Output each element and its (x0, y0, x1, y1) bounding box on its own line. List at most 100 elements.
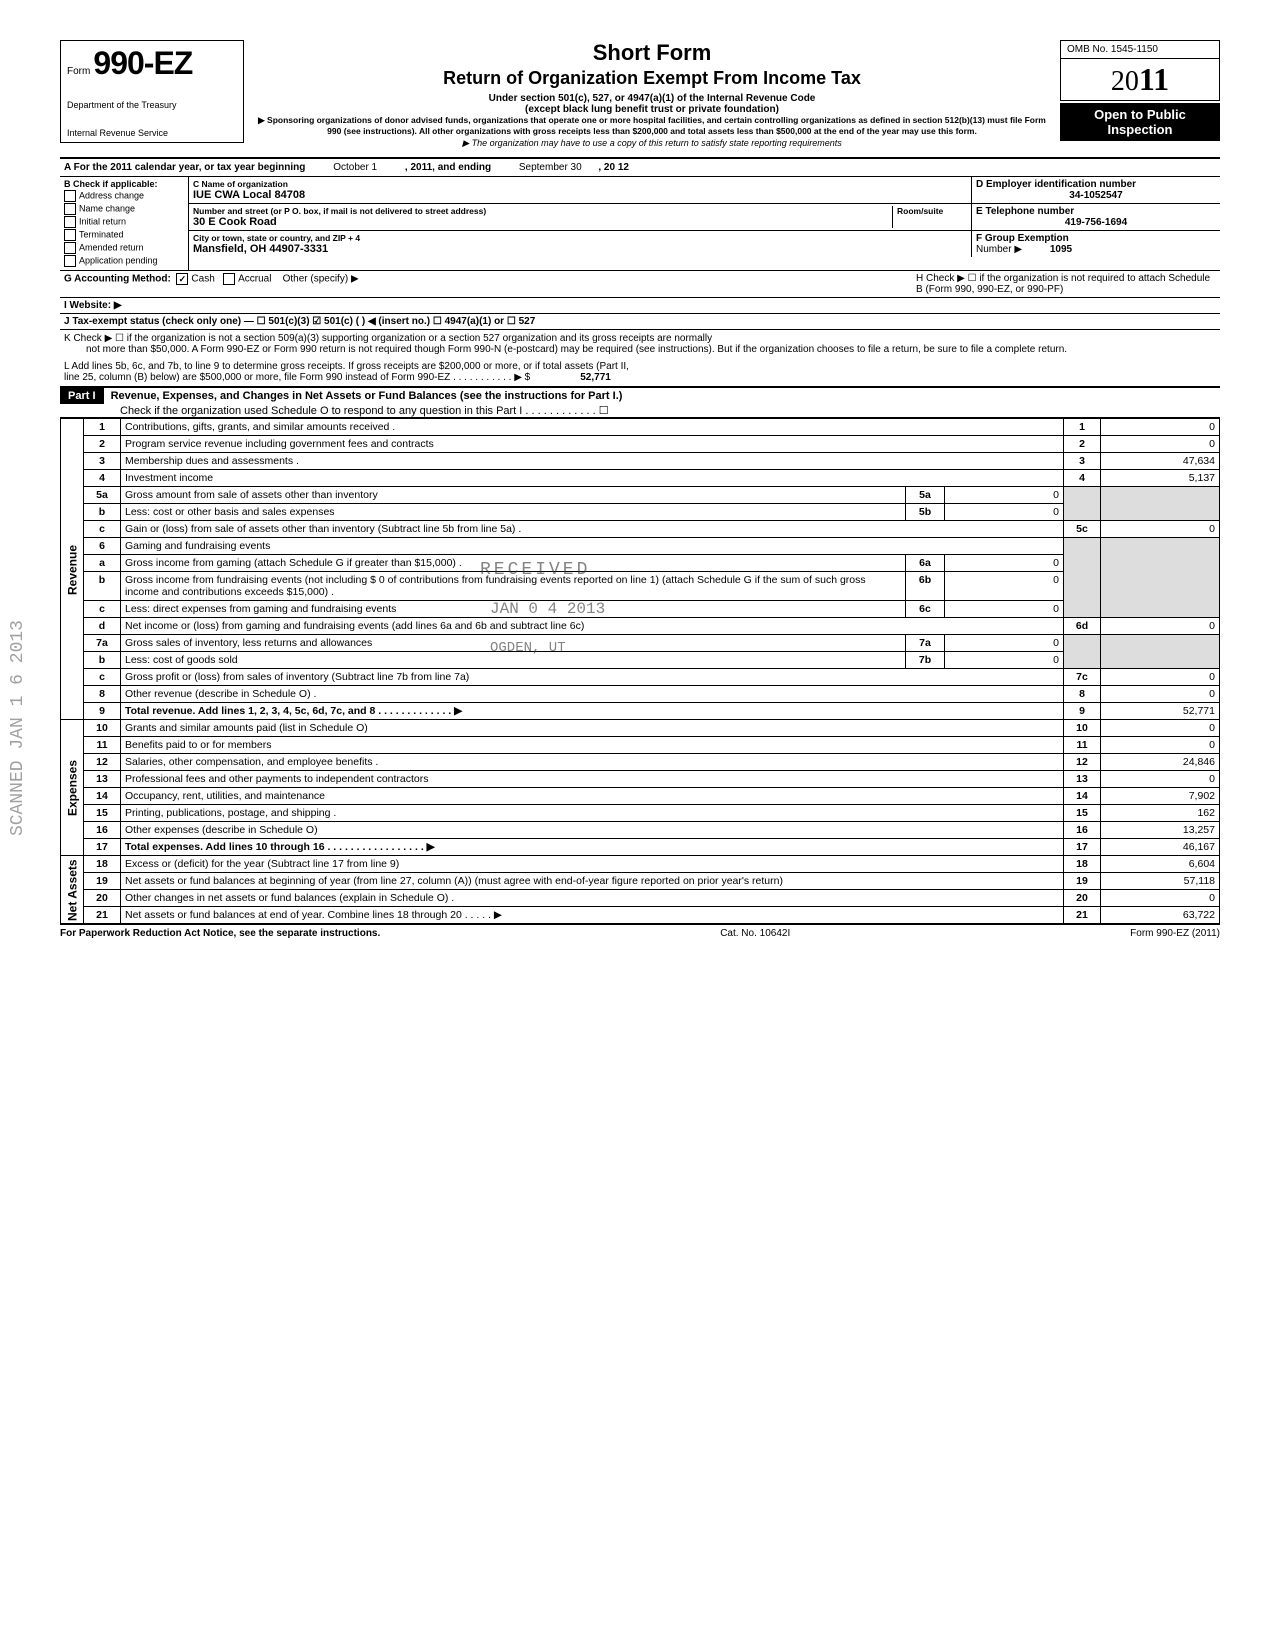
b-label: B Check if applicable: (64, 179, 184, 189)
row5b-desc: Less: cost or other basis and sales expe… (125, 506, 335, 518)
l-line2: line 25, column (B) below) are $500,000 … (64, 372, 530, 383)
row21-val: 63,722 (1101, 907, 1220, 924)
row7a-sub: 7a (906, 635, 945, 652)
line-a-yr: , 20 12 (598, 162, 629, 173)
l-value: 52,771 (580, 372, 611, 383)
row6b-sv: 0 (945, 572, 1064, 601)
section-revenue: Revenue (61, 419, 84, 720)
row18-val: 6,604 (1101, 856, 1220, 873)
row5c-desc: Gain or (loss) from sale of assets other… (125, 523, 521, 535)
j-text: J Tax-exempt status (check only one) — ☐… (64, 316, 535, 327)
section-expenses: Expenses (61, 720, 84, 856)
g-cash: Cash (191, 274, 214, 285)
row4-desc: Investment income (125, 472, 213, 484)
footer-mid: Cat. No. 10642I (720, 928, 790, 939)
year-bold: 11 (1139, 61, 1169, 97)
title-short: Short Form (252, 40, 1052, 66)
row6c-desc: Less: direct expenses from gaming and fu… (125, 603, 396, 615)
c-street: 30 E Cook Road (193, 216, 892, 228)
g-other: Other (specify) ▶ (283, 274, 359, 285)
title-block: Short Form Return of Organization Exempt… (252, 40, 1052, 149)
row2-desc: Program service revenue including govern… (125, 438, 434, 450)
f-label: F Group Exemption (976, 233, 1216, 244)
row-j: J Tax-exempt status (check only one) — ☐… (60, 314, 1220, 330)
row12-desc: Salaries, other compensation, and employ… (125, 756, 378, 768)
row6a-sv: 0 (945, 555, 1064, 572)
col-b: B Check if applicable: Address change Na… (60, 177, 189, 270)
part1-check: Check if the organization used Schedule … (60, 405, 609, 417)
omb-number: OMB No. 1545-1150 (1060, 40, 1220, 59)
title-sub1: Under section 501(c), 527, or 4947(a)(1)… (252, 93, 1052, 104)
row14-val: 7,902 (1101, 788, 1220, 805)
k-line2: not more than $50,000. A Form 990-EZ or … (64, 344, 1067, 355)
b-opt-5: Application pending (79, 255, 158, 265)
page-footer: For Paperwork Reduction Act Notice, see … (60, 924, 1220, 939)
row7b-sv: 0 (945, 652, 1064, 669)
row16-val: 13,257 (1101, 822, 1220, 839)
row3-desc: Membership dues and assessments . (125, 455, 299, 467)
k-line1: K Check ▶ ☐ if the organization is not a… (64, 333, 712, 344)
row13-val: 0 (1101, 771, 1220, 788)
row5b-sub: 5b (906, 504, 945, 521)
line-a-begin: October 1 (333, 162, 377, 173)
row5a-desc: Gross amount from sale of assets other t… (125, 489, 378, 501)
d-label: D Employer identification number (976, 179, 1216, 190)
line-a-text: A For the 2011 calendar year, or tax yea… (64, 162, 305, 173)
dept-irs: Internal Revenue Service (67, 128, 237, 138)
row7b-sub: 7b (906, 652, 945, 669)
title-sub2: ▶ Sponsoring organizations of donor advi… (252, 115, 1052, 136)
row21-desc: Net assets or fund balances at end of ye… (125, 909, 502, 921)
form-number: 990-EZ (93, 45, 192, 81)
year-prefix: 20 (1111, 66, 1139, 97)
g-label: G Accounting Method: (64, 274, 171, 285)
h-text: H Check ▶ ☐ if the organization is not r… (916, 273, 1216, 295)
title-sub3: ▶ The organization may have to use a cop… (252, 138, 1052, 149)
footer-left: For Paperwork Reduction Act Notice, see … (60, 928, 380, 939)
line-a: A For the 2011 calendar year, or tax yea… (60, 159, 1220, 177)
row5a-sv: 0 (945, 487, 1064, 504)
c-city-label: City or town, state or country, and ZIP … (193, 233, 967, 243)
row10-desc: Grants and similar amounts paid (list in… (125, 722, 368, 734)
row-i: I Website: ▶ (60, 298, 1220, 314)
e-label: E Telephone number (976, 206, 1216, 217)
g-accrual: Accrual (238, 274, 271, 285)
row6d-desc: Net income or (loss) from gaming and fun… (125, 620, 584, 632)
row5b-sv: 0 (945, 504, 1064, 521)
section-netassets: Net Assets (61, 856, 84, 924)
row6c-sub: 6c (906, 601, 945, 618)
form-number-box: Form 990-EZ Department of the Treasury I… (60, 40, 244, 143)
row15-desc: Printing, publications, postage, and shi… (125, 807, 336, 819)
f-value: 1095 (1050, 244, 1072, 255)
row1-val: 0 (1101, 419, 1220, 436)
row8-desc: Other revenue (describe in Schedule O) . (125, 688, 316, 700)
row14-desc: Occupancy, rent, utilities, and maintena… (125, 790, 325, 802)
right-header: OMB No. 1545-1150 2011 Open to Public In… (1060, 40, 1220, 141)
row9-desc: Total revenue. Add lines 1, 2, 3, 4, 5c,… (125, 705, 462, 717)
row7c-val: 0 (1101, 669, 1220, 686)
row16-desc: Other expenses (describe in Schedule O) (125, 824, 318, 836)
row18-desc: Excess or (deficit) for the year (Subtra… (125, 858, 399, 870)
row6b-desc: Gross income from fundraising events (no… (125, 574, 866, 598)
row9-val: 52,771 (1101, 703, 1220, 720)
row7a-desc: Gross sales of inventory, less returns a… (125, 637, 372, 649)
part1-table: Revenue 1Contributions, gifts, grants, a… (60, 418, 1220, 924)
form-header: Form 990-EZ Department of the Treasury I… (60, 40, 1220, 149)
row4-val: 5,137 (1101, 470, 1220, 487)
row6d-val: 0 (1101, 618, 1220, 635)
part1-header: Part I Revenue, Expenses, and Changes in… (60, 388, 1220, 418)
row6b-sub: 6b (906, 572, 945, 601)
row6-desc: Gaming and fundraising events (125, 540, 270, 552)
row11-desc: Benefits paid to or for members (125, 739, 271, 751)
i-label: I Website: ▶ (64, 300, 122, 311)
dept-treasury: Department of the Treasury (67, 100, 237, 110)
line-a-mid: , 2011, and ending (405, 162, 491, 173)
c-addr-label: Number and street (or P O. box, if mail … (193, 206, 892, 216)
c-org-name: IUE CWA Local 84708 (193, 189, 967, 201)
row6a-sub: 6a (906, 555, 945, 572)
row10-val: 0 (1101, 720, 1220, 737)
part1-label: Part I (60, 388, 104, 404)
row7b-desc: Less: cost of goods sold (125, 654, 238, 666)
row8-val: 0 (1101, 686, 1220, 703)
row19-desc: Net assets or fund balances at beginning… (125, 875, 783, 887)
row15-val: 162 (1101, 805, 1220, 822)
